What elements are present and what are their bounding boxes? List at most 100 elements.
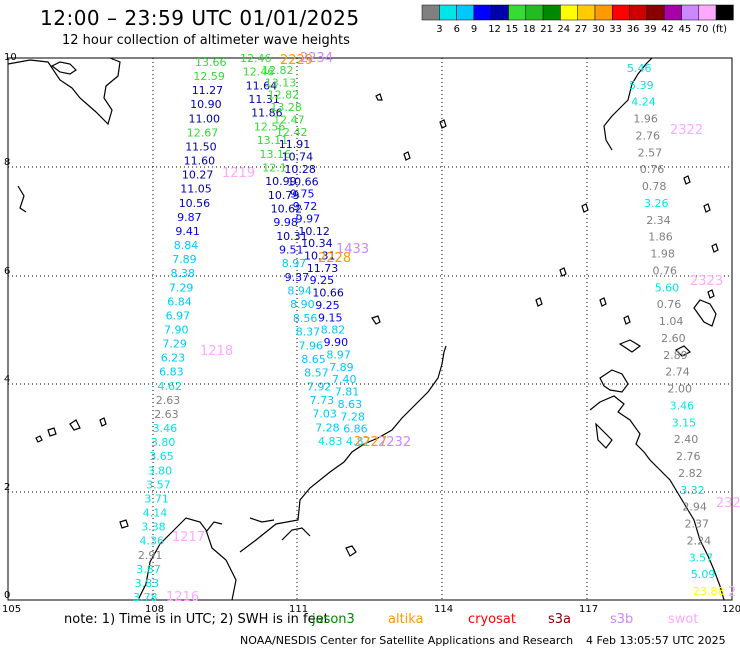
wave-height-value: 3.46 bbox=[670, 399, 695, 412]
wave-height-value: 12.46 bbox=[243, 66, 274, 79]
wave-height-value: 3.83 bbox=[135, 577, 160, 590]
wave-height-value: 3.57 bbox=[689, 551, 714, 564]
wave-height-value: 2.89 bbox=[663, 349, 688, 362]
wave-height-value: 2.34 bbox=[646, 214, 671, 227]
pass-time-label: 2229 bbox=[280, 53, 313, 68]
pass-time-label: 2323 bbox=[690, 274, 723, 289]
wave-height-value: 2.57 bbox=[638, 146, 663, 159]
footer-note: note: 1) Time is in UTC; 2) SWH is in fe… bbox=[64, 612, 329, 627]
color-scale-label: 9 bbox=[471, 24, 477, 35]
wave-height-value: 3.65 bbox=[149, 450, 174, 463]
wave-height-value: 0.76 bbox=[640, 163, 665, 176]
color-scale-swatch bbox=[646, 4, 665, 21]
wave-height-value: 9.87 bbox=[177, 211, 202, 224]
color-scale-swatches bbox=[421, 4, 734, 21]
wave-height-value: 10.31 bbox=[304, 250, 336, 263]
color-scale-labels: 3 6 9 12 15 18 21 24 27 30 33 36 39 42 45 70 bbox=[436, 24, 708, 35]
satellite-legend-altika: altika bbox=[388, 612, 424, 627]
wave-height-value: 13.11 bbox=[257, 134, 289, 147]
coast-small-islands bbox=[35, 93, 719, 557]
wave-height-value: 9.98 bbox=[273, 216, 298, 229]
lat-labels: 0 2 4 6 8 10 bbox=[4, 52, 17, 601]
wave-height-value: 6.23 bbox=[161, 352, 186, 365]
wave-height-value: 2.24 bbox=[687, 534, 712, 547]
pass-time-label: 2232 bbox=[378, 435, 411, 450]
wave-height-value: 5.09 bbox=[691, 568, 716, 581]
wave-height-value: 3.46 bbox=[153, 422, 178, 435]
coastlines bbox=[7, 57, 725, 601]
lat-label: 4 bbox=[4, 374, 10, 385]
wave-height-value: 11.00 bbox=[189, 112, 221, 125]
wave-height-value: 7.03 bbox=[312, 408, 337, 421]
pass-time-label: 1433 bbox=[336, 242, 369, 257]
pass-time-label: 1219 bbox=[222, 166, 255, 181]
wave-height-value: 11.50 bbox=[185, 141, 217, 154]
wave-height-value: 7.89 bbox=[172, 253, 197, 266]
color-scale-unit: (ft) bbox=[712, 24, 727, 35]
color-scale-label: 12 bbox=[488, 24, 501, 35]
wave-height-value: 10.27 bbox=[182, 169, 214, 182]
wave-height-value: 3.26 bbox=[644, 197, 669, 210]
wave-height-value: 7.40 bbox=[332, 373, 357, 386]
lon-labels: 105 108 111 114 117 120 bbox=[2, 604, 740, 615]
wave-height-value: 3.57 bbox=[146, 478, 171, 491]
pass-time-label: 1217 bbox=[172, 530, 205, 545]
pass-time-label: 2234 bbox=[300, 51, 333, 66]
wave-height-value: 2.91 bbox=[138, 549, 163, 562]
wave-height-value: 13.28 bbox=[270, 101, 302, 114]
wave-height-value: 2.76 bbox=[636, 130, 661, 143]
color-scale-swatch bbox=[421, 4, 440, 21]
wave-height-value: 7.90 bbox=[164, 324, 189, 337]
wave-height-value: 9.72 bbox=[293, 200, 318, 213]
wave-height-value: 9.15 bbox=[318, 311, 343, 324]
wave-height-value: 11.27 bbox=[192, 84, 224, 97]
wave-height-value: 9.37 bbox=[285, 271, 310, 284]
color-scale-swatch bbox=[629, 4, 648, 21]
wave-height-value: 9.25 bbox=[310, 274, 335, 287]
map-frame bbox=[7, 57, 733, 601]
wave-height-value: 2.00 bbox=[668, 383, 693, 396]
wave-height-value: 11.73 bbox=[307, 262, 339, 275]
wave-height-value: 3.38 bbox=[141, 521, 166, 534]
credit-line: NOAA/NESDIS Center for Satellite Applica… bbox=[240, 634, 574, 647]
color-scale-label: 21 bbox=[540, 24, 553, 35]
satellite-legend-s3b: s3b bbox=[610, 612, 634, 627]
wave-height-value: 4.14 bbox=[143, 507, 168, 520]
wave-height-value: 13.66 bbox=[195, 56, 227, 69]
color-scale-swatch bbox=[542, 4, 561, 21]
page-subtitle: 12 hour collection of altimeter wave hei… bbox=[62, 33, 350, 48]
color-scale-label: 15 bbox=[506, 24, 519, 35]
wave-height-value: 10.90 bbox=[190, 98, 222, 111]
wave-height-value: 8.97 bbox=[326, 348, 351, 361]
wave-height-value: 12.46 bbox=[240, 52, 272, 65]
wave-height-value: 7.29 bbox=[162, 338, 187, 351]
pass-time-label: 2 bbox=[728, 585, 736, 600]
color-scale-label: 36 bbox=[627, 24, 640, 35]
wave-height-value: 10.31 bbox=[276, 230, 308, 243]
wave-height-value: 1.98 bbox=[650, 248, 675, 261]
page-title: 12:00 – 23:59 UTC 01/01/2025 bbox=[40, 6, 360, 30]
generation-timestamp: 4 Feb 13:05:57 UTC 2025 bbox=[586, 634, 726, 647]
satellite-legend-swot: swot bbox=[668, 612, 699, 627]
wave-height-value: 12.59 bbox=[193, 70, 225, 83]
wave-height-value: 23.88 bbox=[693, 585, 725, 598]
wave-height-value: 8.84 bbox=[174, 239, 199, 252]
wave-height-value: 1.96 bbox=[633, 113, 658, 126]
color-scale-swatch bbox=[698, 4, 717, 21]
color-scale-label: 30 bbox=[592, 24, 605, 35]
wave-height-value: 8.82 bbox=[321, 324, 346, 337]
lon-label: 117 bbox=[579, 604, 598, 615]
wave-height-value: 0.76 bbox=[653, 265, 678, 278]
wave-height-value: 2.63 bbox=[154, 408, 179, 421]
wave-height-value: 12.67 bbox=[187, 126, 219, 139]
pass-time-labels: 2229223412191433222812182227223212171216… bbox=[166, 51, 740, 605]
track-c-observations: 12.8213.1312.8213.2812.4712.4211.9110.74… bbox=[262, 64, 371, 448]
wave-height-value: 12.47 bbox=[273, 114, 305, 127]
wave-height-value: 2.63 bbox=[156, 394, 181, 407]
pass-time-label: 2322 bbox=[670, 123, 703, 138]
wave-height-value: 10.28 bbox=[284, 163, 316, 176]
wave-height-value: 4.87 bbox=[346, 435, 371, 448]
wave-height-value: 8.63 bbox=[338, 398, 363, 411]
